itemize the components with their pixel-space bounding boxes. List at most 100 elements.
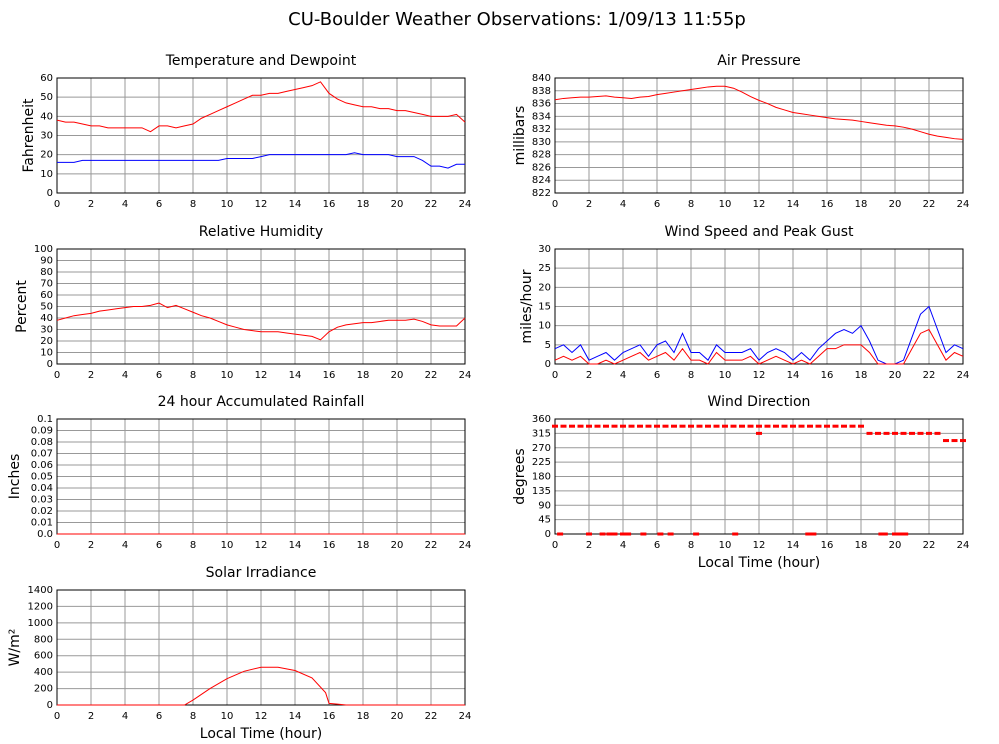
x-tick-label: 10 bbox=[719, 199, 732, 210]
x-tick-label: 14 bbox=[289, 711, 302, 722]
x-tick-label: 2 bbox=[88, 711, 94, 722]
y-tick-label: 824 bbox=[532, 175, 551, 186]
chart-panel: 0 2 4 6 8 10 12 14 16 18 20 22 240200400600800100012… bbox=[7, 565, 471, 742]
x-tick-label: 20 bbox=[889, 370, 902, 381]
y-tick-label: 15 bbox=[538, 302, 551, 313]
data-point bbox=[654, 424, 660, 428]
data-point bbox=[625, 532, 632, 536]
data-point bbox=[611, 424, 618, 428]
x-tick-label: 6 bbox=[156, 199, 162, 210]
x-tick-label: 22 bbox=[425, 711, 438, 722]
x-tick-label: 0 bbox=[54, 540, 60, 551]
y-tick-label: 600 bbox=[34, 651, 53, 662]
x-tick-label: 8 bbox=[688, 370, 694, 381]
y-tick-label: 10 bbox=[538, 321, 551, 332]
x-tick-label: 12 bbox=[753, 370, 766, 381]
y-tick-label: 0.09 bbox=[31, 426, 53, 437]
x-tick-label: 4 bbox=[122, 199, 128, 210]
x-tick-label: 0 bbox=[552, 540, 558, 551]
data-point bbox=[781, 424, 788, 428]
x-tick-label: 6 bbox=[156, 370, 162, 381]
y-tick-label: 0 bbox=[545, 359, 551, 370]
chart-title: Wind Speed and Peak Gust bbox=[665, 224, 854, 240]
y-tick-label: 200 bbox=[34, 684, 53, 695]
x-tick-label: 6 bbox=[654, 199, 660, 210]
y-tick-label: 0 bbox=[47, 700, 53, 711]
x-tick-label: 12 bbox=[753, 540, 766, 551]
data-point bbox=[611, 532, 618, 536]
x-tick-label: 14 bbox=[289, 370, 302, 381]
y-tick-label: 70 bbox=[40, 279, 53, 290]
x-tick-label: 16 bbox=[821, 370, 834, 381]
chart-title: 24 hour Accumulated Rainfall bbox=[158, 394, 365, 410]
data-point bbox=[693, 532, 700, 536]
y-axis-label: Inches bbox=[7, 454, 23, 499]
x-tick-label: 14 bbox=[289, 199, 302, 210]
plot-frame bbox=[56, 589, 466, 706]
x-tick-label: 10 bbox=[221, 199, 234, 210]
x-tick-label: 22 bbox=[425, 199, 438, 210]
page-title: CU-Boulder Weather Observations: 1/09/13… bbox=[288, 9, 746, 30]
x-tick-label: 16 bbox=[323, 711, 336, 722]
data-point bbox=[756, 431, 762, 435]
x-tick-label: 20 bbox=[889, 199, 902, 210]
x-tick-label: 4 bbox=[122, 711, 128, 722]
data-point bbox=[599, 532, 606, 536]
x-axis-label: Local Time (hour) bbox=[698, 555, 820, 571]
x-tick-label: 6 bbox=[654, 540, 660, 551]
x-tick-label: 4 bbox=[122, 370, 128, 381]
y-tick-label: 360 bbox=[532, 414, 551, 425]
x-tick-label: 24 bbox=[957, 199, 970, 210]
x-tick-label: 24 bbox=[459, 370, 472, 381]
data-point bbox=[858, 424, 864, 428]
y-tick-label: 0.01 bbox=[31, 518, 53, 529]
data-point bbox=[739, 424, 745, 428]
y-tick-label: 0 bbox=[47, 188, 53, 199]
data-point bbox=[892, 532, 898, 536]
x-tick-label: 2 bbox=[586, 199, 592, 210]
data-line bbox=[56, 81, 466, 133]
x-tick-label: 20 bbox=[391, 540, 404, 551]
chart-panel: 0 2 4 6 8 10 12 14 16 18 20 22 240.00.010.020.030.04… bbox=[7, 394, 471, 551]
chart-title: Relative Humidity bbox=[199, 224, 323, 240]
data-point bbox=[722, 424, 728, 428]
data-point bbox=[732, 532, 739, 536]
y-tick-label: 20 bbox=[538, 282, 551, 293]
y-tick-label: 80 bbox=[40, 267, 53, 278]
y-tick-label: 50 bbox=[40, 302, 53, 313]
x-tick-label: 16 bbox=[821, 540, 834, 551]
x-tick-label: 4 bbox=[620, 370, 626, 381]
y-tick-label: 225 bbox=[532, 457, 551, 468]
x-tick-label: 22 bbox=[923, 199, 936, 210]
data-point bbox=[841, 424, 847, 428]
data-point bbox=[713, 424, 720, 428]
y-tick-label: 5 bbox=[545, 340, 551, 351]
y-tick-label: 20 bbox=[40, 336, 53, 347]
data-line bbox=[554, 328, 964, 365]
y-tick-label: 0.1 bbox=[37, 414, 53, 425]
data-point bbox=[657, 532, 664, 536]
y-tick-label: 40 bbox=[40, 313, 53, 324]
y-tick-label: 0.03 bbox=[31, 495, 53, 506]
x-axis-label: Local Time (hour) bbox=[200, 726, 322, 742]
x-tick-label: 18 bbox=[357, 711, 370, 722]
x-tick-label: 18 bbox=[855, 199, 868, 210]
y-tick-label: 90 bbox=[40, 256, 53, 267]
x-tick-label: 4 bbox=[620, 199, 626, 210]
x-tick-label: 0 bbox=[54, 711, 60, 722]
x-tick-label: 20 bbox=[391, 199, 404, 210]
plot-frame bbox=[554, 77, 964, 194]
data-point bbox=[667, 532, 674, 536]
data-point bbox=[645, 424, 652, 428]
x-tick-label: 10 bbox=[221, 370, 234, 381]
data-point bbox=[560, 424, 567, 428]
data-point bbox=[628, 424, 635, 428]
y-tick-label: 834 bbox=[532, 111, 551, 122]
y-axis-label: degrees bbox=[512, 448, 528, 504]
data-point bbox=[900, 431, 907, 435]
y-tick-label: 1000 bbox=[28, 618, 53, 629]
x-tick-label: 20 bbox=[391, 370, 404, 381]
x-tick-label: 12 bbox=[753, 199, 766, 210]
